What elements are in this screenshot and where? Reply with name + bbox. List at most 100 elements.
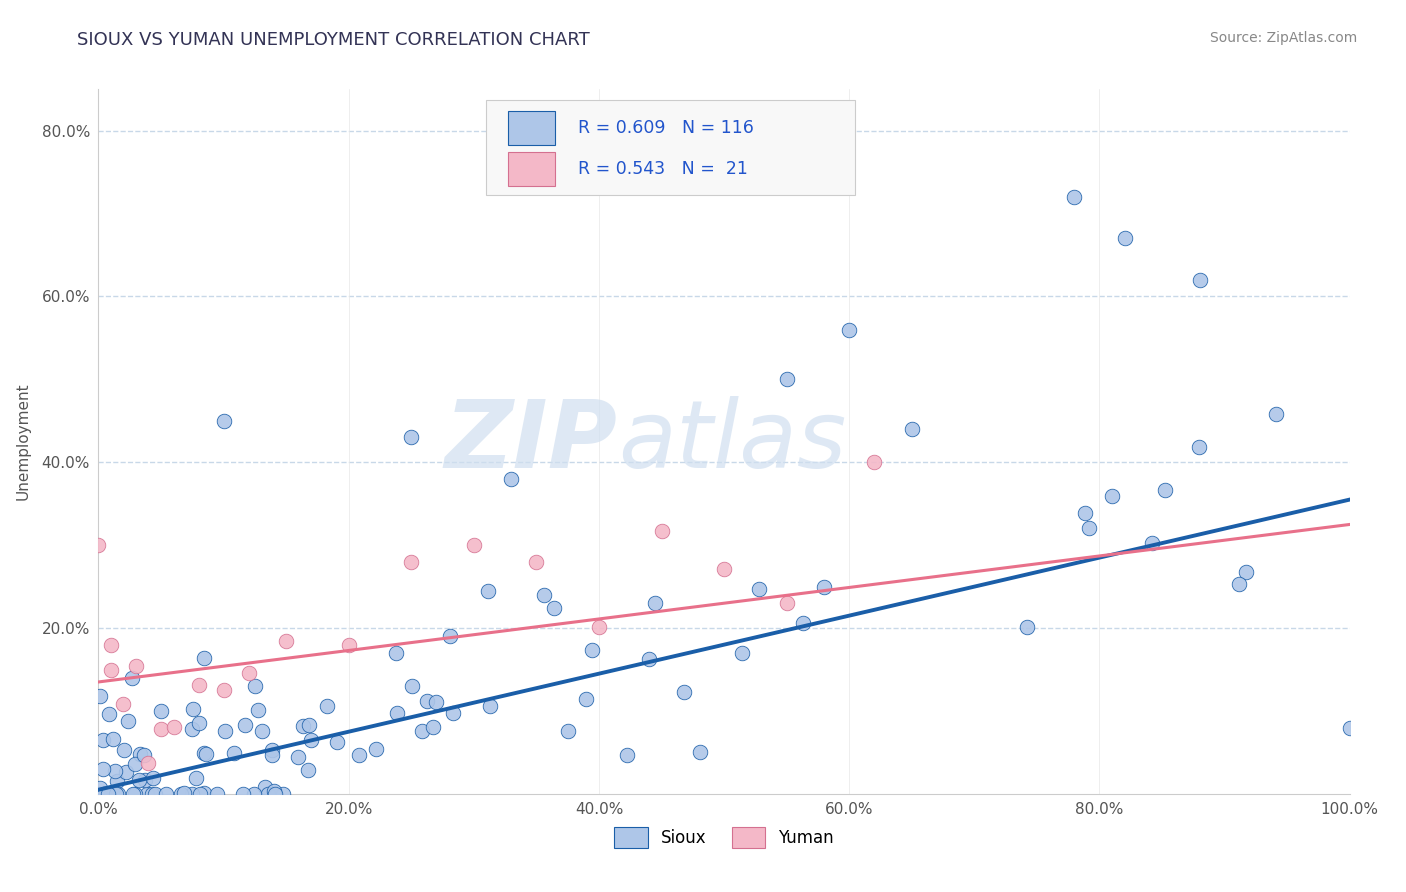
Point <box>581 643 603 657</box>
Point <box>439 629 461 643</box>
Point <box>117 714 139 729</box>
Point <box>254 780 277 794</box>
Point <box>776 372 799 386</box>
Point <box>184 771 207 785</box>
Point <box>533 588 555 602</box>
Text: R = 0.543   N =  21: R = 0.543 N = 21 <box>578 161 748 178</box>
Point <box>180 722 202 736</box>
Text: SIOUX VS YUMAN UNEMPLOYMENT CORRELATION CHART: SIOUX VS YUMAN UNEMPLOYMENT CORRELATION … <box>77 31 591 49</box>
Point <box>644 596 666 610</box>
Point <box>274 633 298 648</box>
Point <box>232 787 254 801</box>
Point <box>170 787 193 801</box>
Point <box>557 723 579 738</box>
Point <box>93 787 115 801</box>
Point <box>1339 721 1361 735</box>
Point <box>135 787 157 801</box>
Point <box>297 763 319 777</box>
Point <box>616 747 638 762</box>
Point <box>838 323 860 337</box>
Point <box>731 646 754 660</box>
Point <box>101 787 124 801</box>
Point <box>1063 190 1085 204</box>
Point <box>1188 440 1211 454</box>
Point <box>89 787 111 801</box>
Point <box>463 538 485 552</box>
Point <box>142 771 165 785</box>
Point <box>124 787 146 801</box>
Point <box>105 773 128 788</box>
Y-axis label: Unemployment: Unemployment <box>15 383 31 500</box>
Point <box>89 689 111 703</box>
Point <box>187 677 209 691</box>
Point <box>128 747 150 762</box>
FancyBboxPatch shape <box>508 153 555 186</box>
Point <box>181 702 204 716</box>
Point <box>122 787 145 801</box>
Point <box>91 762 114 776</box>
Point <box>650 524 672 539</box>
Point <box>91 733 114 747</box>
Point <box>863 455 886 469</box>
Point <box>103 731 125 746</box>
Point <box>87 787 110 801</box>
Legend: Sioux, Yuman: Sioux, Yuman <box>606 819 842 856</box>
Point <box>575 692 598 706</box>
Point <box>264 787 287 801</box>
Point <box>96 787 118 801</box>
Point <box>364 741 387 756</box>
Point <box>543 600 565 615</box>
Point <box>121 671 143 685</box>
Point <box>673 685 696 699</box>
Point <box>214 723 236 738</box>
Point <box>287 750 309 764</box>
Point <box>524 555 547 569</box>
Point <box>212 414 235 428</box>
Point <box>713 562 735 576</box>
Point <box>87 538 110 552</box>
Point <box>478 699 501 714</box>
Point <box>262 743 284 757</box>
Point <box>263 783 285 797</box>
Point <box>501 472 523 486</box>
Text: ZIP: ZIP <box>444 395 617 488</box>
Point <box>150 722 173 736</box>
Point <box>1227 577 1250 591</box>
Point <box>257 787 280 801</box>
Point <box>1101 489 1123 503</box>
Point <box>132 747 155 762</box>
Point <box>325 735 347 749</box>
Point <box>401 430 423 444</box>
Point <box>143 787 166 801</box>
Point <box>93 787 115 801</box>
Point <box>181 787 204 801</box>
Point <box>112 742 135 756</box>
Point <box>271 787 294 801</box>
Point <box>115 764 138 779</box>
Point <box>100 663 122 677</box>
Point <box>425 695 447 709</box>
Point <box>315 698 337 713</box>
Point <box>1154 483 1177 497</box>
Point <box>477 583 499 598</box>
Point <box>246 703 269 717</box>
Point <box>1265 407 1288 421</box>
Point <box>193 786 215 800</box>
Point <box>588 620 610 634</box>
Point <box>291 719 314 733</box>
Text: atlas: atlas <box>617 396 846 487</box>
Point <box>637 652 659 666</box>
Point <box>162 720 184 734</box>
Point <box>441 706 464 720</box>
Point <box>385 646 408 660</box>
Point <box>188 716 211 731</box>
Point <box>138 756 160 771</box>
Point <box>347 747 370 762</box>
Point <box>792 615 814 630</box>
Point <box>97 706 120 721</box>
Point <box>222 747 245 761</box>
Point <box>104 787 127 801</box>
Point <box>401 679 423 693</box>
Point <box>776 596 799 610</box>
Text: R = 0.609   N = 116: R = 0.609 N = 116 <box>578 119 754 137</box>
